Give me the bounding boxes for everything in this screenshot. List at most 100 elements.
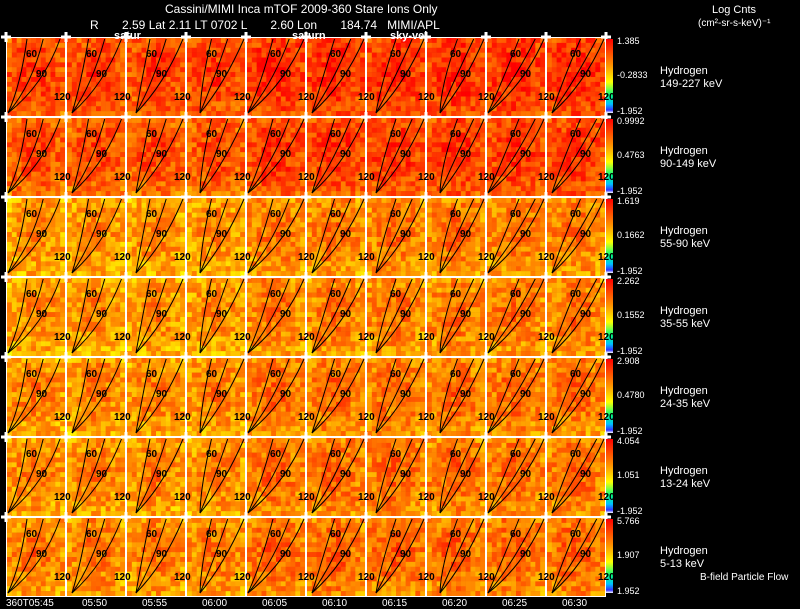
contour-label: 90 bbox=[340, 229, 352, 240]
contour-label: 120 bbox=[234, 412, 251, 423]
contour-label: 90 bbox=[216, 149, 228, 160]
contour-label: 120 bbox=[234, 572, 251, 583]
heatmap-cell-panel bbox=[121, 352, 191, 437]
contour-label: 120 bbox=[114, 172, 131, 183]
time-tick-label: 06:05 bbox=[262, 598, 288, 609]
contour-label: 60 bbox=[26, 209, 38, 220]
heatmap-cell-panel bbox=[181, 352, 251, 437]
contour-label: 90 bbox=[96, 389, 108, 400]
heatmap-cell-panel bbox=[421, 112, 491, 197]
contour-label: 90 bbox=[520, 149, 532, 160]
contour-label: 120 bbox=[114, 332, 131, 343]
heatmap-cell-panel bbox=[361, 432, 431, 517]
heatmap-cell-panel bbox=[181, 272, 251, 357]
contour-label: 90 bbox=[400, 549, 412, 560]
contour-label: 120 bbox=[418, 412, 435, 423]
contour-label: 120 bbox=[598, 332, 615, 343]
contour-label: 120 bbox=[54, 492, 71, 503]
time-tick-label: 06:25 bbox=[502, 598, 528, 609]
heatmap-cell-panel bbox=[361, 352, 431, 437]
species-label: Hydrogen 24-35 keV bbox=[660, 385, 711, 410]
contour-label: 60 bbox=[270, 209, 282, 220]
contour-label: 120 bbox=[298, 92, 315, 103]
species-label: Hydrogen 55-90 keV bbox=[660, 225, 711, 250]
chart-title: Cassini/MIMI Inca mTOF 2009-360 Stare Io… bbox=[165, 2, 438, 16]
species-label: Hydrogen 35-55 keV bbox=[660, 305, 711, 330]
colorbar bbox=[606, 199, 613, 273]
contour-label: 120 bbox=[598, 172, 615, 183]
contour-label: 90 bbox=[340, 309, 352, 320]
contour-label: 120 bbox=[478, 412, 495, 423]
contour-label: 60 bbox=[146, 289, 158, 300]
contour-label: 60 bbox=[570, 129, 582, 140]
contour-label: 60 bbox=[26, 129, 38, 140]
colorbar-min-label: -1.952 bbox=[617, 186, 643, 196]
contour-label: 120 bbox=[114, 492, 131, 503]
time-tick-label: 06:10 bbox=[322, 598, 348, 609]
heatmap-cell-panel bbox=[241, 272, 311, 357]
contour-label: 60 bbox=[390, 449, 402, 460]
contour-label: 90 bbox=[216, 309, 228, 320]
colorbar bbox=[606, 439, 613, 513]
contour-label: 90 bbox=[400, 69, 412, 80]
contour-label: 90 bbox=[520, 469, 532, 480]
contour-label: 90 bbox=[580, 69, 592, 80]
colorbar-min-label: -1.952 bbox=[617, 346, 643, 356]
contour-label: 60 bbox=[26, 49, 38, 60]
contour-label: 60 bbox=[330, 129, 342, 140]
heatmap-cell-panel bbox=[421, 432, 491, 517]
contour-label: 60 bbox=[270, 369, 282, 380]
heatmap-cell-panel bbox=[121, 512, 191, 597]
contour-label: 60 bbox=[270, 449, 282, 460]
contour-label: 60 bbox=[330, 209, 342, 220]
contour-label: 120 bbox=[478, 572, 495, 583]
units-label: Log Cnts bbox=[712, 4, 757, 16]
heatmap-cell-panel bbox=[1, 192, 71, 277]
contour-label: 120 bbox=[114, 572, 131, 583]
heatmap-cell-panel bbox=[61, 272, 131, 357]
contour-label: 90 bbox=[280, 469, 292, 480]
contour-label: 120 bbox=[234, 92, 251, 103]
heatmap-cell-panel bbox=[481, 512, 551, 597]
heatmap-cell-panel bbox=[541, 192, 611, 277]
heatmap-cell-panel bbox=[361, 512, 431, 597]
contour-label: 60 bbox=[450, 369, 462, 380]
colorbar-max-label: 1.619 bbox=[617, 196, 640, 206]
heatmap-cell-panel bbox=[61, 352, 131, 437]
colorbar-mid-label: -0.2833 bbox=[617, 70, 648, 80]
contour-label: 60 bbox=[26, 529, 38, 540]
contour-label: 120 bbox=[418, 172, 435, 183]
contour-label: 60 bbox=[570, 209, 582, 220]
contour-label: 90 bbox=[156, 149, 168, 160]
contour-label: 60 bbox=[146, 209, 158, 220]
contour-label: 120 bbox=[114, 252, 131, 263]
colorbar-min-label: 1.952 bbox=[617, 586, 640, 596]
contour-label: 60 bbox=[86, 129, 98, 140]
contour-label: 60 bbox=[146, 49, 158, 60]
contour-label: 90 bbox=[460, 469, 472, 480]
colorbar-max-label: 2.262 bbox=[617, 276, 640, 286]
heatmap-cell-panel bbox=[541, 432, 611, 517]
heatmap-cell-panel bbox=[301, 32, 371, 117]
contour-label: 90 bbox=[36, 389, 48, 400]
contour-label: 120 bbox=[478, 172, 495, 183]
contour-label: 120 bbox=[358, 492, 375, 503]
contour-label: 120 bbox=[358, 332, 375, 343]
heatmap-cell-panel bbox=[61, 192, 131, 277]
contour-label: 120 bbox=[418, 252, 435, 263]
contour-label: 120 bbox=[234, 252, 251, 263]
colorbar bbox=[606, 119, 613, 193]
colorbar bbox=[606, 359, 613, 433]
contour-label: 120 bbox=[298, 412, 315, 423]
contour-label: 90 bbox=[520, 549, 532, 560]
contour-label: 60 bbox=[450, 49, 462, 60]
contour-label: 120 bbox=[418, 332, 435, 343]
heatmap-cell-panel bbox=[361, 192, 431, 277]
contour-label: 60 bbox=[206, 369, 218, 380]
heatmap-cell-panel bbox=[121, 112, 191, 197]
time-tick-label: 06:00 bbox=[202, 598, 228, 609]
contour-label: 120 bbox=[598, 252, 615, 263]
heatmap-cell-panel bbox=[121, 192, 191, 277]
contour-label: 120 bbox=[598, 92, 615, 103]
heatmap-cell-panel bbox=[241, 352, 311, 437]
